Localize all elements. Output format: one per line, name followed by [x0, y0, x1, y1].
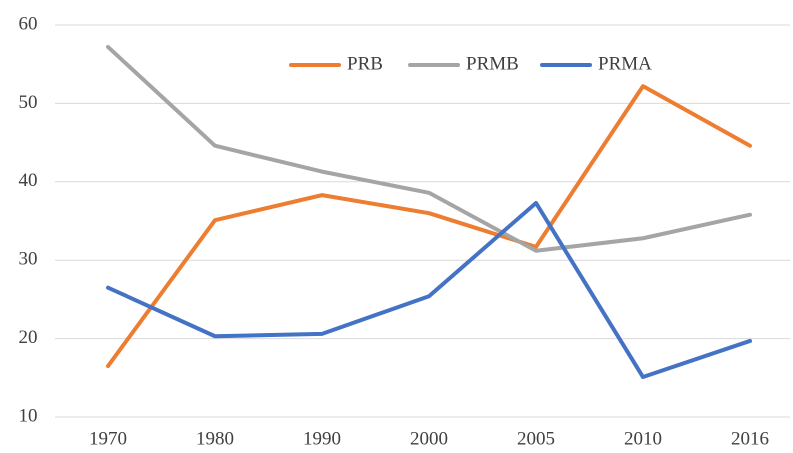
y-tick-label: 20 [19, 327, 38, 348]
legend-label: PRB [347, 53, 383, 74]
x-tick-label: 2005 [517, 428, 555, 449]
y-tick-label: 10 [19, 405, 38, 426]
line [106, 44, 752, 253]
y-tick-label: 30 [19, 249, 38, 270]
x-tick-label: 1990 [303, 428, 341, 449]
x-tick-label: 2000 [410, 428, 448, 449]
y-tick-label: 50 [19, 92, 38, 113]
y-tick-label: 40 [19, 170, 38, 191]
line [106, 200, 752, 380]
x-tick-label: 1970 [89, 428, 127, 449]
x-tick-label: 1980 [196, 428, 234, 449]
legend-label: PRMA [598, 53, 652, 74]
line [106, 84, 752, 369]
x-tick-label: 2016 [731, 428, 769, 449]
y-tick-label: 60 [19, 13, 38, 34]
legend-label: PRMB [466, 53, 519, 74]
x-tick-label: 2010 [624, 428, 662, 449]
